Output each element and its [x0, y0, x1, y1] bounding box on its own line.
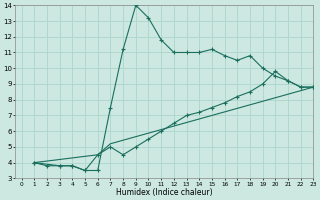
X-axis label: Humidex (Indice chaleur): Humidex (Indice chaleur) [116, 188, 213, 197]
